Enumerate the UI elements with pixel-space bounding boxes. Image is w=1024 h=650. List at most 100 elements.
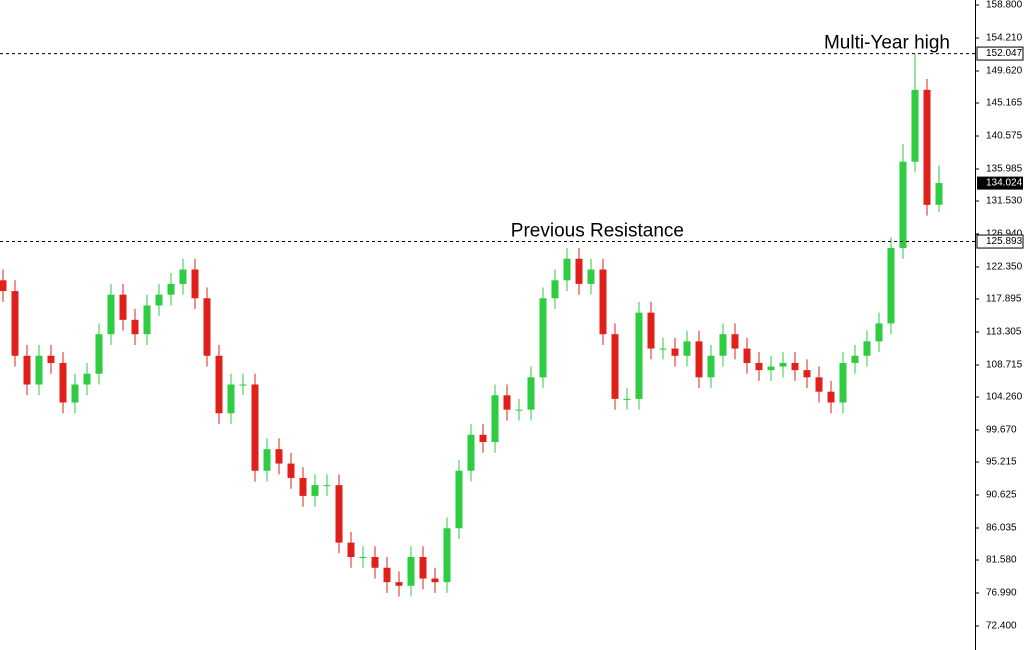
candle-body [263, 449, 271, 471]
candle-body [131, 319, 139, 335]
candle-body [683, 341, 691, 356]
candle-body [431, 578, 439, 583]
level-price-box [976, 46, 1024, 61]
candle-body [743, 348, 751, 363]
candle-body [83, 373, 91, 385]
candle-body [35, 355, 43, 385]
candle-body [851, 355, 859, 363]
y-tick-label: 122.350 [986, 262, 1023, 273]
candle-body [719, 334, 727, 356]
level-annotation: Multi-Year high [824, 33, 950, 54]
current-price-label: 134.024 [986, 178, 1023, 189]
y-tick-label: 81.580 [986, 555, 1017, 566]
candle-body [335, 485, 343, 543]
candle-body [59, 362, 67, 403]
candle-body [911, 89, 919, 162]
candle-body [203, 298, 211, 356]
candle-body [143, 305, 151, 335]
candle-body [827, 391, 835, 403]
candle-body [311, 485, 319, 496]
candle-body [899, 161, 907, 248]
candle-body [623, 398, 631, 400]
candle-body [695, 341, 703, 378]
y-tick-label: 154.210 [986, 33, 1023, 44]
candle-body [791, 362, 799, 371]
candle-body [575, 258, 583, 284]
candle-body [731, 334, 739, 349]
candle-body [359, 556, 367, 558]
candle-body [107, 294, 115, 335]
candle-body [479, 434, 487, 443]
y-tick-label: 90.625 [986, 490, 1017, 501]
candle-body [251, 384, 259, 471]
candle-body [467, 434, 475, 471]
candle-body [23, 355, 31, 385]
candle-body [419, 556, 427, 579]
candle-body [659, 348, 667, 350]
y-tick-label: 108.715 [986, 360, 1023, 371]
candle-body [407, 556, 415, 586]
candle-body [95, 334, 103, 374]
candle-body [527, 377, 535, 410]
candle-body [227, 384, 235, 414]
candle-body [287, 463, 295, 478]
candle-body [563, 258, 571, 281]
y-tick-label: 131.530 [986, 196, 1023, 207]
y-tick-label: 126.940 [986, 229, 1023, 240]
candle-body [539, 298, 547, 378]
candle-body [863, 341, 871, 356]
candle-body [635, 312, 643, 399]
candle-body [923, 89, 931, 205]
candle-body [155, 294, 163, 306]
candle-body [119, 294, 127, 320]
candle-body [167, 283, 175, 295]
candle-body [803, 370, 811, 378]
candle-body [395, 582, 403, 586]
y-tick-label: 86.035 [986, 523, 1017, 534]
candle-body [935, 183, 943, 205]
y-tick-label: 117.895 [986, 294, 1022, 305]
candle-body [191, 269, 199, 299]
candle-body [671, 348, 679, 356]
candle-body [455, 470, 463, 529]
current-price-box [977, 176, 1023, 190]
y-tick-label: 135.985 [986, 164, 1023, 175]
candle-body [611, 334, 619, 399]
level-price-label: 125.893 [986, 236, 1023, 247]
candle-body [503, 395, 511, 410]
y-tick-label: 145.165 [986, 98, 1023, 109]
candle-body [215, 355, 223, 414]
candle-body [179, 269, 187, 284]
candle-body [599, 269, 607, 335]
y-tick-label: 99.670 [986, 425, 1017, 436]
candle-body [383, 567, 391, 583]
level-annotation: Previous Resistance [511, 221, 684, 242]
candle-body [299, 477, 307, 496]
candle-body [71, 384, 79, 403]
y-tick-label: 72.400 [986, 621, 1017, 632]
candle-body [767, 366, 775, 371]
candle-body [515, 409, 523, 411]
y-tick-label: 104.260 [986, 392, 1023, 403]
candle-body [815, 377, 823, 392]
candle-body [779, 362, 787, 367]
candle-body [491, 395, 499, 443]
candle-body [839, 362, 847, 403]
candle-body [551, 280, 559, 299]
y-tick-label: 76.990 [986, 588, 1017, 599]
y-tick-label: 113.305 [986, 327, 1022, 338]
candle-body [47, 355, 55, 363]
candle-body [755, 362, 763, 371]
candle-body [0, 280, 7, 292]
candle-body [239, 384, 247, 386]
candle-body [647, 312, 655, 349]
candle-body [347, 542, 355, 557]
candle-body [587, 269, 595, 284]
level-price-box [976, 234, 1024, 249]
y-tick-label: 95.215 [986, 457, 1017, 468]
candle-body [707, 355, 715, 378]
candle-body [875, 323, 883, 342]
